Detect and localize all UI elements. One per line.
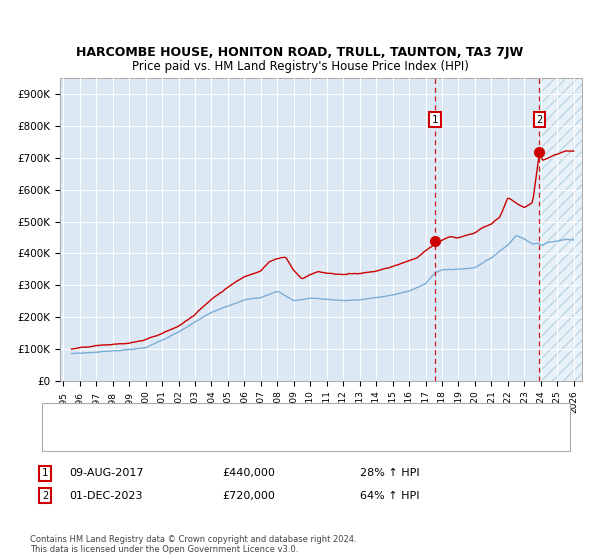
Text: Contains HM Land Registry data © Crown copyright and database right 2024.
This d: Contains HM Land Registry data © Crown c… xyxy=(30,535,356,554)
Text: 1: 1 xyxy=(432,115,438,125)
Text: 09-AUG-2017: 09-AUG-2017 xyxy=(69,468,143,478)
Text: HPI: Average price, detached house, Somerset: HPI: Average price, detached house, Some… xyxy=(90,432,317,442)
Text: £720,000: £720,000 xyxy=(222,491,275,501)
Text: HARCOMBE HOUSE, HONITON ROAD, TRULL, TAUNTON, TA3 7JW: HARCOMBE HOUSE, HONITON ROAD, TRULL, TAU… xyxy=(76,46,524,59)
Text: Price paid vs. HM Land Registry's House Price Index (HPI): Price paid vs. HM Land Registry's House … xyxy=(131,60,469,73)
Text: 2: 2 xyxy=(536,115,542,125)
Text: HARCOMBE HOUSE, HONITON ROAD, TRULL, TAUNTON, TA3 7JW (detached house): HARCOMBE HOUSE, HONITON ROAD, TRULL, TAU… xyxy=(90,412,493,422)
Text: 1: 1 xyxy=(42,468,48,478)
Text: 2: 2 xyxy=(42,491,48,501)
Text: 28% ↑ HPI: 28% ↑ HPI xyxy=(360,468,419,478)
Text: 64% ↑ HPI: 64% ↑ HPI xyxy=(360,491,419,501)
Text: £440,000: £440,000 xyxy=(222,468,275,478)
Bar xyxy=(539,75,590,381)
Text: 01-DEC-2023: 01-DEC-2023 xyxy=(69,491,143,501)
